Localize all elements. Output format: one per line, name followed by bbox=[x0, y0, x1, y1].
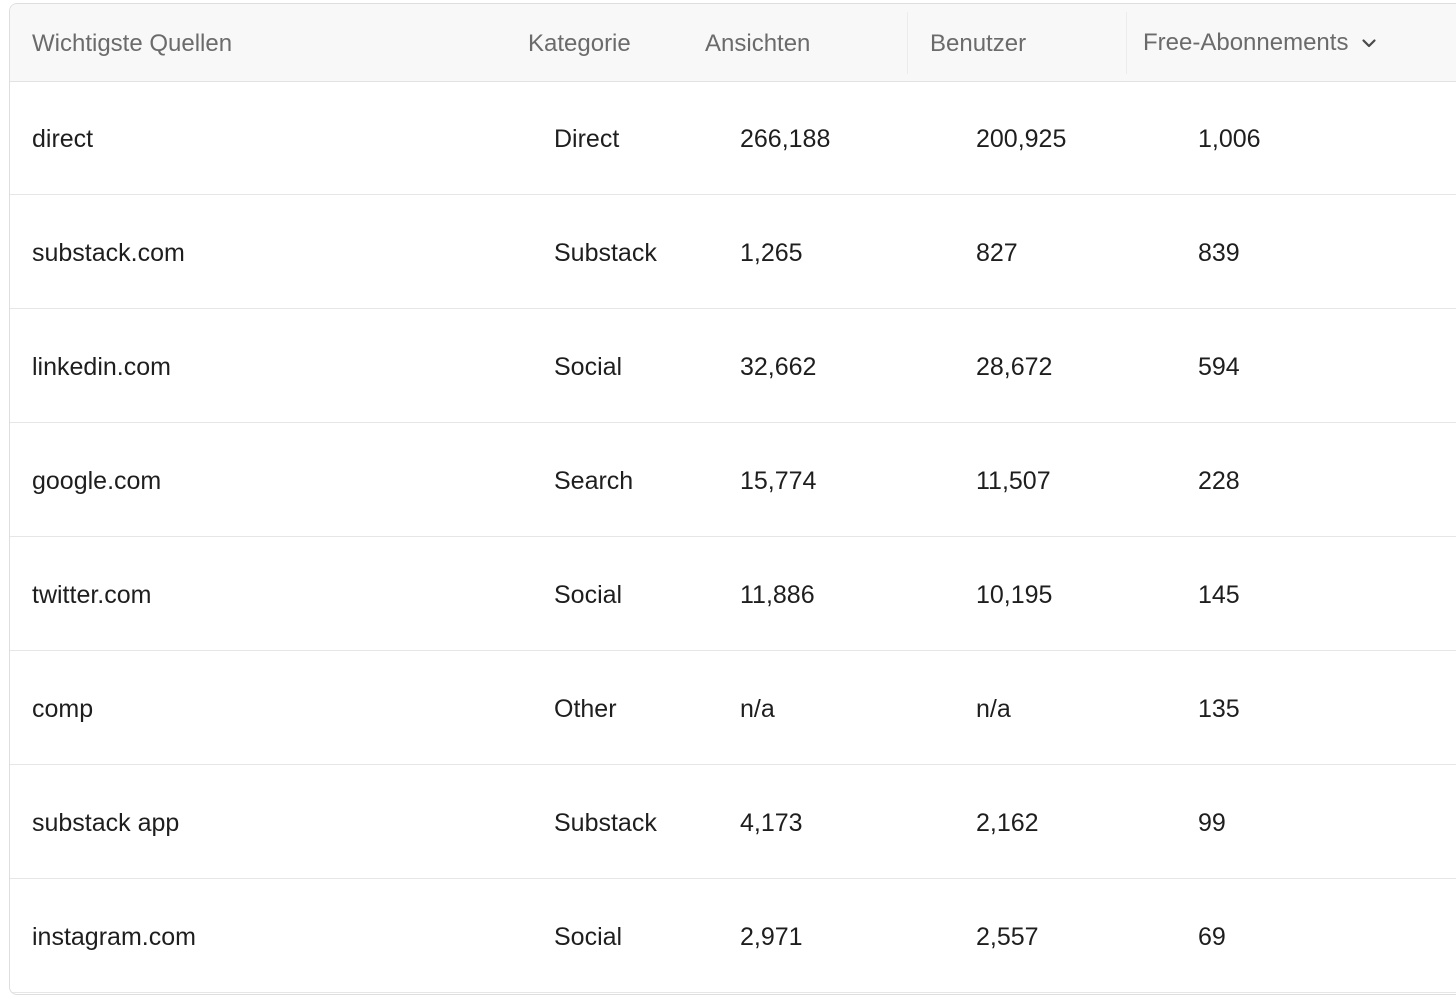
cell-source: google.com bbox=[32, 467, 162, 495]
cell-users: 11,507 bbox=[976, 467, 1051, 495]
cell-category: Other bbox=[554, 695, 617, 723]
header-category[interactable]: Kategorie bbox=[528, 30, 631, 57]
header-views[interactable]: Ansichten bbox=[705, 30, 811, 57]
cell-free-subscriptions: 69 bbox=[1198, 923, 1226, 951]
cell-category: Direct bbox=[554, 125, 620, 153]
cell-source: linkedin.com bbox=[32, 353, 171, 381]
cell-category: Social bbox=[554, 353, 623, 381]
cell-source: substack app bbox=[32, 809, 180, 837]
cell-source: direct bbox=[32, 125, 94, 153]
cell-users: 2,162 bbox=[976, 809, 1039, 837]
cell-category: Substack bbox=[554, 809, 657, 837]
cell-users: 2,557 bbox=[976, 923, 1039, 951]
header-users[interactable]: Benutzer bbox=[930, 30, 1027, 57]
cell-users: 200,925 bbox=[976, 125, 1067, 153]
cell-free-subscriptions: 135 bbox=[1198, 695, 1240, 723]
cell-source: instagram.com bbox=[32, 923, 196, 951]
table-row[interactable]: comp Other n/a n/a 135 bbox=[10, 651, 1456, 765]
cell-users: n/a bbox=[976, 695, 1011, 723]
cell-views: 266,188 bbox=[740, 125, 831, 153]
table-row[interactable]: substack app Substack 4,173 2,162 99 bbox=[10, 765, 1456, 879]
top-sources-table: Wichtigste Quellen Kategorie Ansichten B… bbox=[9, 3, 1456, 995]
chevron-down-icon[interactable] bbox=[1360, 34, 1378, 52]
cell-source: twitter.com bbox=[32, 581, 152, 609]
table-row[interactable]: twitter.com Social 11,886 10,195 145 bbox=[10, 537, 1456, 651]
cell-views: 4,173 bbox=[740, 809, 803, 837]
cell-category: Social bbox=[554, 923, 623, 951]
cell-free-subscriptions: 1,006 bbox=[1198, 125, 1261, 153]
header-free-subscriptions-label: Free-Abonnements bbox=[1143, 29, 1349, 56]
header-source: Wichtigste Quellen bbox=[32, 30, 233, 57]
cell-free-subscriptions: 145 bbox=[1198, 581, 1240, 609]
cell-views: 2,971 bbox=[740, 923, 803, 951]
cell-views: 1,265 bbox=[740, 239, 803, 267]
cell-free-subscriptions: 99 bbox=[1198, 809, 1226, 837]
table-row[interactable]: instagram.com Social 2,971 2,557 69 bbox=[10, 879, 1456, 993]
cell-users: 827 bbox=[976, 239, 1018, 267]
cell-views: 32,662 bbox=[740, 353, 817, 381]
cell-views: 15,774 bbox=[740, 467, 817, 495]
cell-views: 11,886 bbox=[740, 581, 815, 609]
table-row[interactable]: google.com Search 15,774 11,507 228 bbox=[10, 423, 1456, 537]
header-divider bbox=[1126, 12, 1127, 74]
cell-free-subscriptions: 228 bbox=[1198, 467, 1240, 495]
cell-free-subscriptions: 839 bbox=[1198, 239, 1240, 267]
cell-source: comp bbox=[32, 695, 94, 723]
table-row[interactable]: direct Direct 266,188 200,925 1,006 bbox=[10, 81, 1456, 195]
header-divider bbox=[907, 12, 908, 74]
cell-free-subscriptions: 594 bbox=[1198, 353, 1240, 381]
table-row[interactable]: substack.com Substack 1,265 827 839 bbox=[10, 195, 1456, 309]
cell-category: Social bbox=[554, 581, 623, 609]
header-free-subscriptions[interactable]: Free-Abonnements bbox=[1143, 4, 1378, 81]
cell-source: substack.com bbox=[32, 239, 185, 267]
cell-category: Search bbox=[554, 467, 634, 495]
cell-category: Substack bbox=[554, 239, 657, 267]
cell-users: 10,195 bbox=[976, 581, 1053, 609]
table-row[interactable]: linkedin.com Social 32,662 28,672 594 bbox=[10, 309, 1456, 423]
cell-views: n/a bbox=[740, 695, 775, 723]
cell-users: 28,672 bbox=[976, 353, 1053, 381]
table-header: Wichtigste Quellen Kategorie Ansichten B… bbox=[10, 4, 1456, 82]
